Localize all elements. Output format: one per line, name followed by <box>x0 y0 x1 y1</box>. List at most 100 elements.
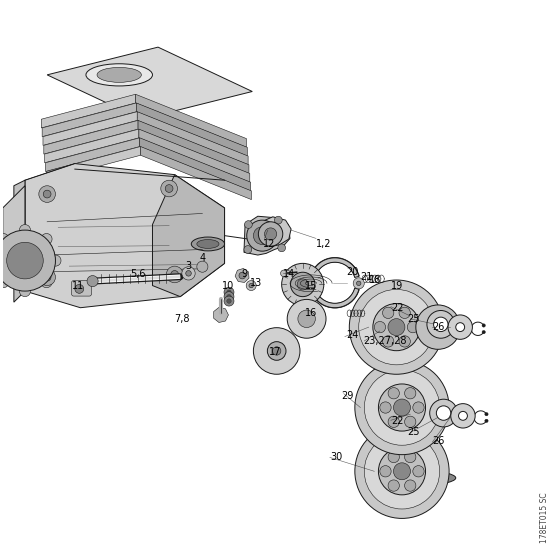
Text: 26: 26 <box>432 322 445 332</box>
Circle shape <box>394 399 410 416</box>
Circle shape <box>171 270 179 278</box>
Text: 3: 3 <box>186 261 192 271</box>
Circle shape <box>227 290 231 295</box>
Text: 30: 30 <box>330 452 342 463</box>
Circle shape <box>359 290 434 365</box>
Polygon shape <box>46 147 141 180</box>
FancyBboxPatch shape <box>72 281 91 296</box>
Ellipse shape <box>197 240 219 249</box>
Circle shape <box>449 322 459 332</box>
Circle shape <box>50 255 61 266</box>
Circle shape <box>447 316 451 320</box>
Polygon shape <box>45 129 139 163</box>
Circle shape <box>0 277 9 288</box>
Circle shape <box>430 307 440 317</box>
Circle shape <box>267 342 286 360</box>
Circle shape <box>485 413 488 416</box>
Circle shape <box>380 465 391 477</box>
Circle shape <box>450 417 454 422</box>
Circle shape <box>274 216 282 224</box>
Circle shape <box>373 304 420 351</box>
Text: 26: 26 <box>432 436 445 446</box>
Circle shape <box>249 283 253 288</box>
Circle shape <box>39 269 55 286</box>
Circle shape <box>445 401 449 405</box>
Ellipse shape <box>192 237 225 251</box>
Text: 11: 11 <box>72 281 85 291</box>
Circle shape <box>413 465 424 477</box>
Circle shape <box>20 225 30 236</box>
Circle shape <box>428 322 432 326</box>
Circle shape <box>227 295 231 299</box>
Circle shape <box>445 421 449 425</box>
Text: 25: 25 <box>408 314 420 324</box>
Circle shape <box>273 347 281 355</box>
Circle shape <box>258 222 283 246</box>
Circle shape <box>182 267 195 280</box>
Circle shape <box>43 190 51 198</box>
Text: 16: 16 <box>305 308 317 318</box>
Circle shape <box>349 280 444 374</box>
Polygon shape <box>311 258 359 277</box>
Circle shape <box>382 336 394 347</box>
Polygon shape <box>141 147 251 199</box>
Polygon shape <box>136 94 246 147</box>
Circle shape <box>161 180 178 197</box>
Text: 7,8: 7,8 <box>175 314 190 324</box>
Circle shape <box>355 424 449 519</box>
Circle shape <box>482 324 486 327</box>
Text: 4: 4 <box>199 253 206 263</box>
Circle shape <box>41 277 52 288</box>
Circle shape <box>197 261 208 272</box>
Polygon shape <box>44 120 138 154</box>
Circle shape <box>355 361 449 455</box>
Polygon shape <box>47 47 252 119</box>
Text: 23,27,28: 23,27,28 <box>363 336 407 346</box>
Circle shape <box>39 186 55 202</box>
Ellipse shape <box>86 64 152 86</box>
Polygon shape <box>311 288 359 307</box>
Circle shape <box>364 433 440 509</box>
Ellipse shape <box>362 406 456 422</box>
Circle shape <box>166 266 183 283</box>
Circle shape <box>380 402 391 413</box>
Circle shape <box>282 263 324 306</box>
Circle shape <box>399 307 410 319</box>
Circle shape <box>374 321 386 333</box>
Circle shape <box>435 312 440 316</box>
Circle shape <box>442 332 446 337</box>
Circle shape <box>443 334 452 344</box>
Circle shape <box>379 447 426 495</box>
Text: 22: 22 <box>391 303 403 312</box>
Circle shape <box>227 299 231 304</box>
Circle shape <box>245 221 252 228</box>
Circle shape <box>438 401 442 405</box>
Polygon shape <box>25 164 225 308</box>
Circle shape <box>442 312 446 316</box>
Circle shape <box>431 411 435 416</box>
Circle shape <box>246 281 256 291</box>
Circle shape <box>399 336 410 347</box>
Circle shape <box>419 329 429 339</box>
Polygon shape <box>14 180 25 302</box>
Polygon shape <box>214 307 228 323</box>
Circle shape <box>264 228 277 240</box>
Circle shape <box>388 480 399 491</box>
Text: 24: 24 <box>347 330 359 340</box>
Circle shape <box>87 276 98 287</box>
Circle shape <box>450 405 454 409</box>
Polygon shape <box>140 138 251 191</box>
Circle shape <box>430 316 435 320</box>
Circle shape <box>287 300 326 338</box>
Circle shape <box>224 287 234 297</box>
Circle shape <box>413 402 424 413</box>
Circle shape <box>165 185 173 193</box>
Text: 19: 19 <box>391 281 403 291</box>
Text: 17: 17 <box>269 347 281 357</box>
Circle shape <box>430 328 435 333</box>
Text: 15: 15 <box>305 281 318 291</box>
Circle shape <box>388 416 399 427</box>
Polygon shape <box>137 111 248 165</box>
Text: 21: 21 <box>361 272 373 282</box>
Circle shape <box>43 273 51 281</box>
